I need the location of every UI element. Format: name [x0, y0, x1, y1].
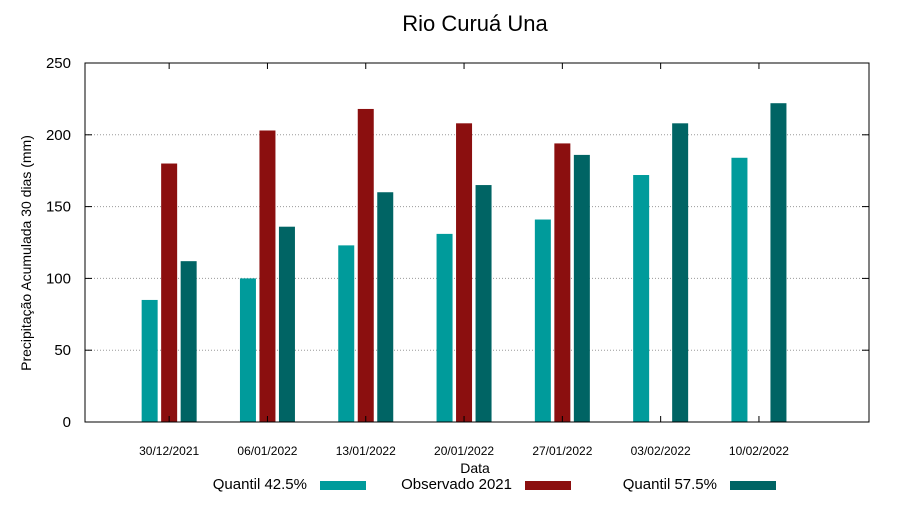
legend: Quantil 42.5% Observado 2021 Quantil 57.5% [213, 476, 776, 493]
bar-series-3 [475, 185, 492, 422]
legend-swatch [730, 481, 776, 490]
bar-series-1 [731, 157, 748, 422]
y-tick-label: 150 [46, 199, 71, 216]
legend-swatch [320, 481, 366, 490]
bar-series-2 [456, 123, 473, 422]
y-axis-ticks: 0 50 100 150 200 250 [46, 55, 869, 431]
legend-label: Observado 2021 [401, 476, 512, 493]
plot-frame [84, 62, 870, 423]
x-axis-ticks: 30/12/2021 06/01/2022 13/01/2022 20/01/2022… [139, 63, 789, 458]
legend-label: Quantil 42.5% [213, 476, 307, 493]
legend-swatch [525, 481, 571, 490]
chart-title: Rio Curuá Una [402, 11, 548, 36]
bar-series-3 [573, 154, 590, 423]
x-tick-label: 27/01/2022 [532, 444, 592, 458]
bar-series-1 [633, 175, 650, 422]
y-tick-label: 50 [54, 342, 71, 359]
bar-series-2 [161, 163, 178, 422]
bar-series-1 [436, 233, 453, 422]
bar-series-1 [338, 245, 355, 422]
bar-series-1 [141, 299, 158, 422]
x-tick-label: 20/01/2022 [434, 444, 494, 458]
y-tick-label: 200 [46, 127, 71, 144]
legend-label: Quantil 57.5% [623, 476, 717, 493]
bar-series-1 [534, 219, 551, 422]
x-tick-label: 13/01/2022 [336, 444, 396, 458]
x-tick-label: 10/02/2022 [729, 444, 789, 458]
bar-series-2 [357, 108, 374, 423]
y-tick-label: 100 [46, 270, 71, 287]
bar-series-3 [672, 123, 689, 422]
bar-series-2 [259, 130, 276, 422]
y-axis-label: Precipitação Acumulada 30 dias (mm) [18, 135, 34, 371]
y-tick-label: 250 [46, 55, 71, 72]
bars [141, 103, 787, 423]
x-tick-label: 03/02/2022 [631, 444, 691, 458]
bar-series-3 [180, 261, 197, 422]
bar-series-3 [770, 103, 787, 422]
bar-series-2 [554, 143, 571, 422]
x-axis-label: Data [460, 460, 490, 476]
x-tick-label: 30/12/2021 [139, 444, 199, 458]
bar-series-1 [239, 278, 256, 422]
bar-series-3 [377, 192, 394, 422]
y-tick-label: 0 [63, 414, 71, 431]
bar-series-3 [278, 226, 295, 422]
x-tick-label: 06/01/2022 [237, 444, 297, 458]
